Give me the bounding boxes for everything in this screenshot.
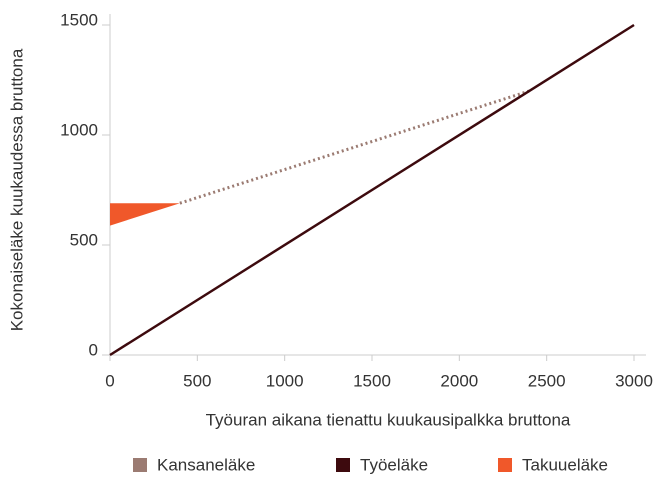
legend-label: Takuueläke (522, 455, 608, 474)
area-band (110, 203, 180, 226)
legend-swatch (498, 458, 512, 472)
legend-swatch (133, 458, 147, 472)
x-tick-label: 1500 (353, 371, 391, 390)
x-tick-label: 1000 (266, 371, 304, 390)
y-tick-label: 1000 (60, 120, 98, 139)
x-tick-label: 2000 (440, 371, 478, 390)
line (109, 23, 635, 357)
x-tick-label: 500 (183, 371, 211, 390)
x-axis-label: Työuran aikana tienattu kuukausipalkka b… (206, 410, 571, 429)
x-tick-label: 0 (105, 371, 114, 390)
y-tick-label: 0 (89, 340, 98, 359)
x-tick-label: 2500 (528, 371, 566, 390)
y-tick-label: 1500 (60, 10, 98, 29)
legend-label: Kansaneläke (157, 455, 255, 474)
legend-swatch (336, 458, 350, 472)
y-tick-label: 500 (70, 230, 98, 249)
legend-label: Työeläke (360, 455, 428, 474)
line (179, 89, 530, 205)
y-axis-label: Kokonaiseläke kuukaudessa bruttona (7, 48, 26, 331)
x-tick-label: 3000 (615, 371, 653, 390)
